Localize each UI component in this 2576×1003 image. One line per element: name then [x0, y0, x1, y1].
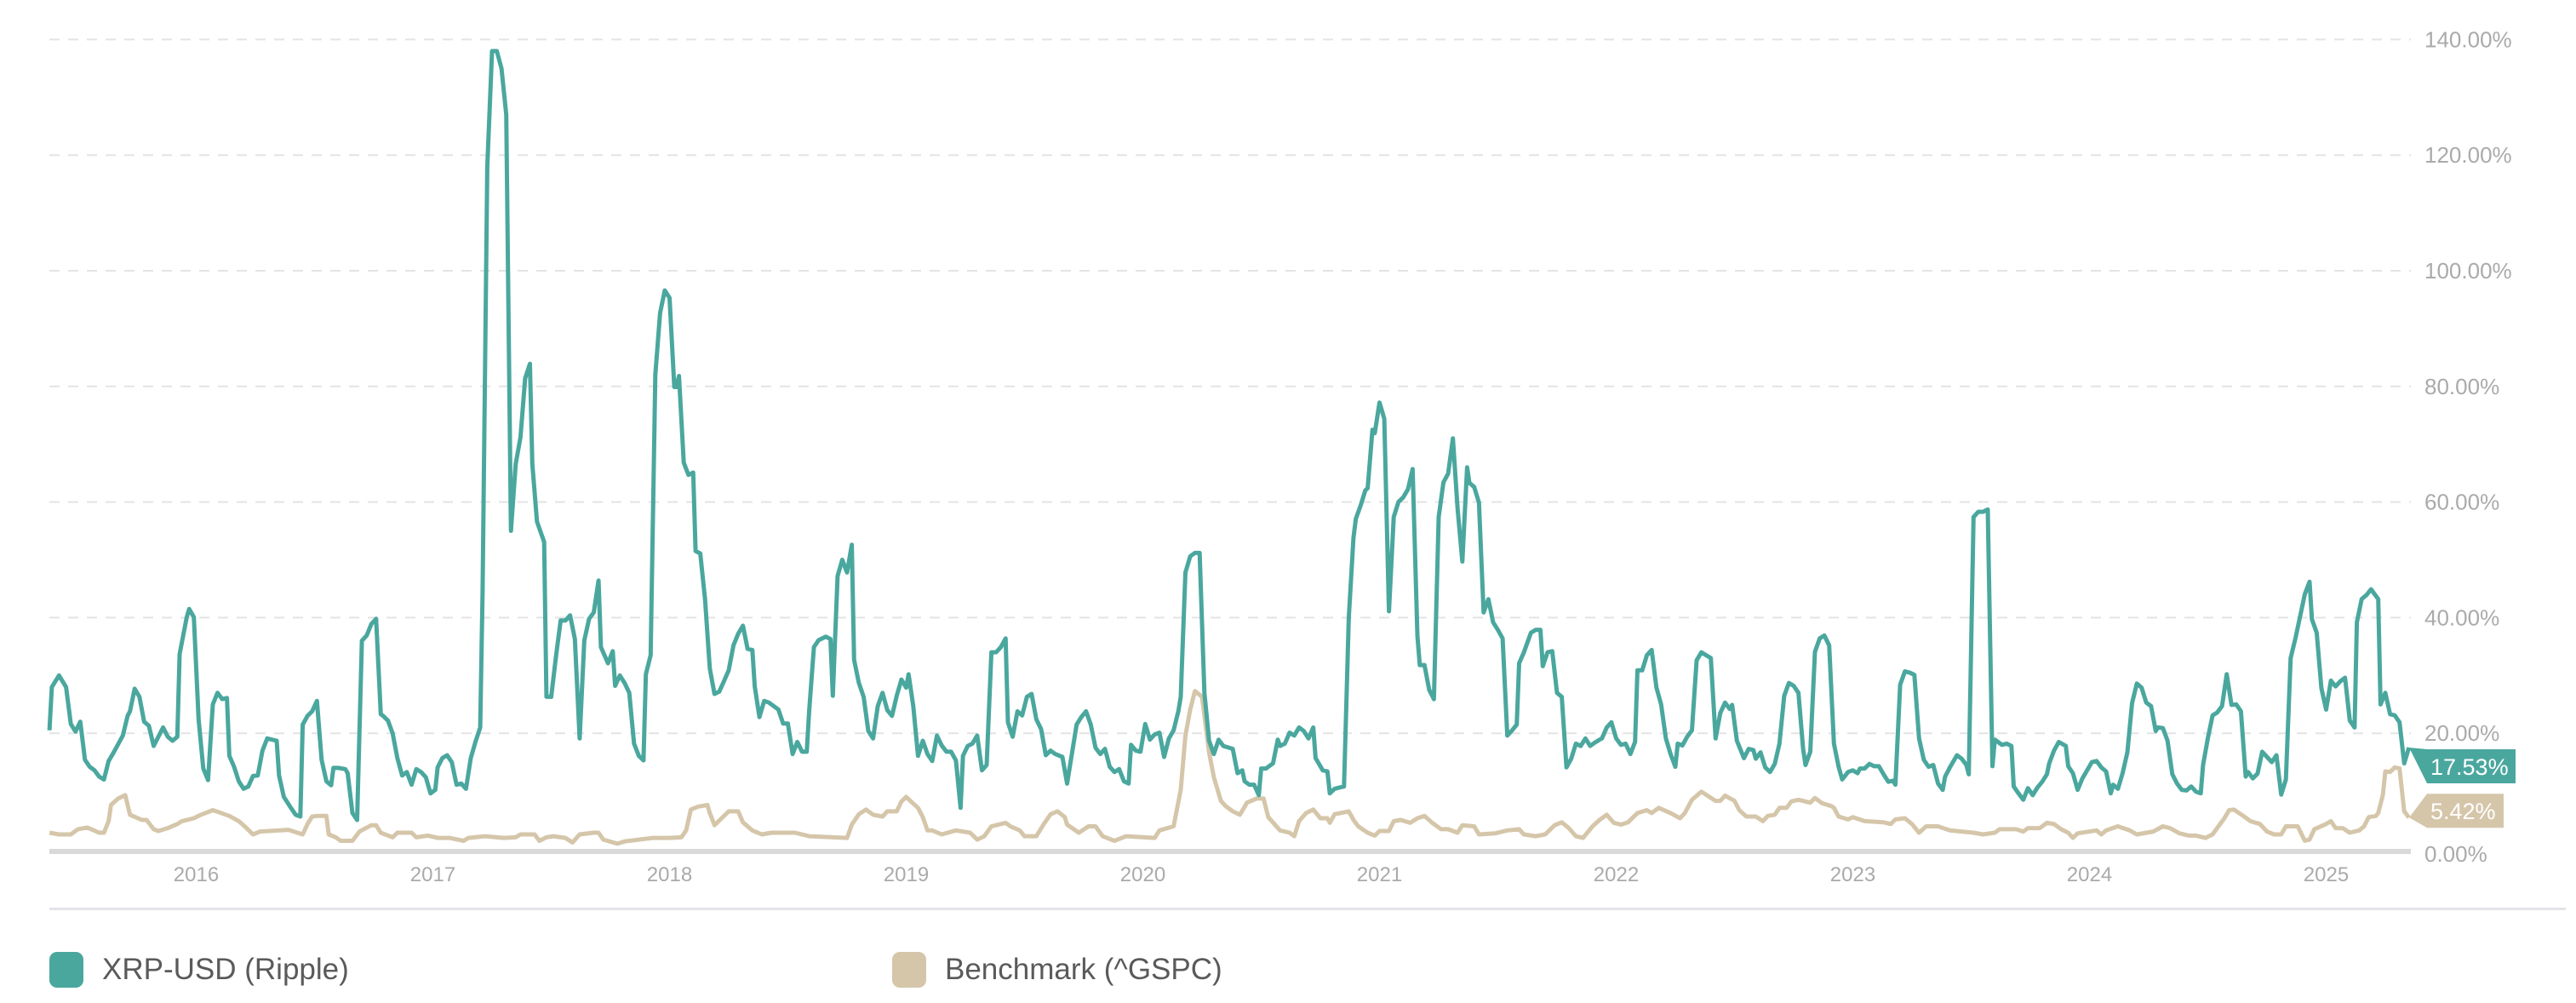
y-axis-ticks: 0.00% 20.00% 40.00% 60.00% 80.00% 100.00% 120.… — [2424, 26, 2512, 867]
benchmark-color-swatch — [892, 952, 926, 988]
x-tick-label: 2020 — [1120, 863, 1165, 886]
y-tick-label: 40.00% — [2424, 605, 2499, 630]
benchmark-value-tag — [2409, 794, 2504, 828]
x-tick-label: 2021 — [1357, 863, 1402, 886]
gridlines — [49, 38, 2411, 854]
last-value-labels: 17.53% 5.42% — [2409, 747, 2516, 828]
legend-divider — [49, 908, 2566, 910]
volatility-line-chart: 0.00% 20.00% 40.00% 60.00% 80.00% 100.00% 120.… — [47, 26, 2516, 886]
y-tick-label: 60.00% — [2424, 490, 2499, 515]
xrp-value-tag — [2409, 747, 2516, 783]
x-tick-label: 2024 — [2067, 863, 2112, 886]
legend-label-benchmark: Benchmark (^GSPC) — [945, 953, 1222, 986]
y-tick-label: 80.00% — [2424, 374, 2499, 399]
x-tick-label: 2022 — [1594, 863, 1639, 886]
benchmark-last-value-label: 5.42% — [2409, 794, 2504, 828]
legend-item-benchmark[interactable]: Benchmark (^GSPC) — [892, 952, 1222, 988]
benchmark-value-text: 5.42% — [2430, 799, 2496, 824]
series-lines — [47, 49, 2412, 846]
x-tick-label: 2023 — [1830, 863, 1875, 886]
xrp-value-text: 17.53% — [2430, 754, 2509, 780]
legend-label-xrp: XRP-USD (Ripple) — [102, 953, 349, 986]
x-tick-label: 2016 — [174, 863, 219, 886]
xrp-last-value-label: 17.53% — [2409, 747, 2516, 783]
y-tick-label: 20.00% — [2424, 720, 2499, 746]
y-tick-label: 140.00% — [2424, 26, 2512, 52]
xrp-color-swatch — [49, 952, 83, 988]
x-tick-label: 2019 — [884, 863, 929, 886]
benchmark-series-line — [49, 689, 2411, 846]
y-tick-label: 100.00% — [2424, 258, 2512, 284]
legend-item-xrp[interactable]: XRP-USD (Ripple) — [49, 952, 349, 988]
x-tick-label: 2018 — [647, 863, 692, 886]
y-tick-label: 0.00% — [2424, 841, 2487, 867]
x-tick-label: 2025 — [2304, 863, 2349, 886]
y-tick-label: 120.00% — [2424, 142, 2512, 168]
x-axis-ticks: 2016 2017 2018 2019 2020 2021 2022 2023 2024 2025 — [174, 863, 2349, 886]
xrp-series-line — [47, 49, 2412, 822]
x-tick-label: 2017 — [410, 863, 455, 886]
